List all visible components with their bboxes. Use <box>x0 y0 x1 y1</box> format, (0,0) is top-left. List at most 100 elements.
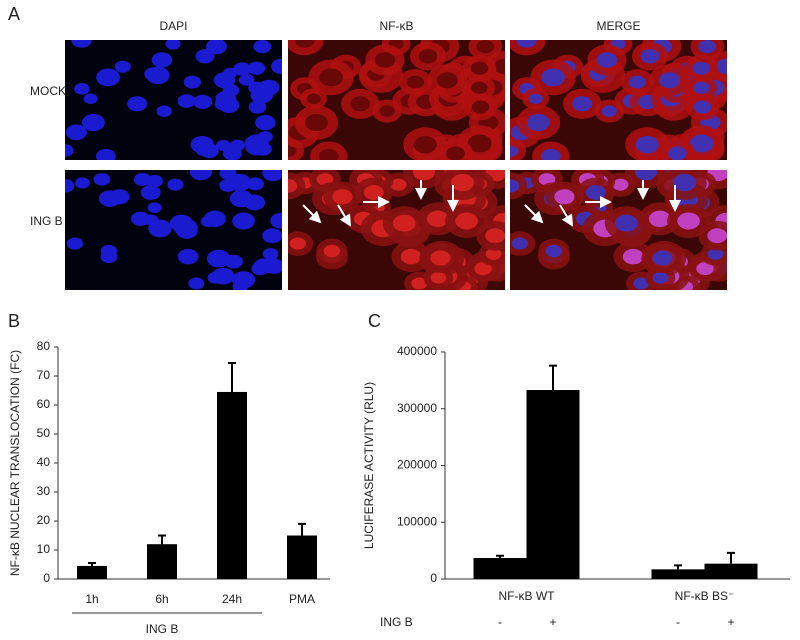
x-tick-label: PMA <box>289 592 315 606</box>
nucleus <box>262 170 282 182</box>
y-tick-label: 70 <box>37 368 51 382</box>
group-label: NF-κB BS⁻ <box>675 589 735 603</box>
nucleus <box>262 248 279 260</box>
nucleus <box>71 40 92 48</box>
nucleus <box>455 212 478 230</box>
nucleus <box>131 211 151 226</box>
y-axis-label: NF-κB NUCLEAR TRANSLOCATION (FC) <box>8 350 22 576</box>
nucleus <box>652 250 673 266</box>
nucleus <box>451 173 475 192</box>
column-label: NF-κB <box>380 19 414 33</box>
x-tick-label: + <box>549 615 556 629</box>
y-tick-label: 10 <box>37 542 51 556</box>
nucleus <box>545 244 563 258</box>
y-axis-label: LUCIFERASE ACTIVITY (RLU) <box>362 382 376 549</box>
nucleus <box>228 173 252 192</box>
y-tick-label: 400000 <box>397 344 437 358</box>
nucleus <box>319 148 339 160</box>
x-tick-label: + <box>727 615 734 629</box>
nucleus <box>229 190 253 208</box>
nucleus <box>332 189 353 205</box>
nucleus <box>528 93 543 104</box>
nucleus <box>206 40 227 55</box>
nucleus <box>151 52 173 68</box>
y-tick-label: 300000 <box>397 401 437 415</box>
nucleus <box>658 72 681 89</box>
nucleus <box>430 271 447 284</box>
nucleus <box>445 146 465 160</box>
nucleus <box>614 214 638 232</box>
nucleus <box>692 61 711 75</box>
nucleus <box>467 134 492 153</box>
y-tick-label: 80 <box>37 339 51 353</box>
y-tick-label: 100000 <box>397 514 437 528</box>
nucleus <box>652 271 669 284</box>
bar <box>704 563 758 579</box>
nucleus <box>238 74 255 86</box>
nucleus <box>622 248 644 265</box>
nucleus <box>596 52 618 68</box>
cells <box>510 170 727 290</box>
y-tick-label: 20 <box>37 513 51 527</box>
nucleus <box>572 96 593 112</box>
nucleus <box>323 244 341 258</box>
bar <box>217 391 247 579</box>
y-tick-label: 60 <box>37 397 51 411</box>
row-label: ING B <box>30 214 63 228</box>
micrograph <box>288 170 505 290</box>
nucleus <box>183 75 202 89</box>
nucleus <box>232 212 255 230</box>
nucleus <box>689 134 714 153</box>
nucleus <box>165 40 181 50</box>
row-label: ING B <box>380 615 413 629</box>
micrograph <box>65 40 282 160</box>
nucleus <box>585 185 606 200</box>
nucleus <box>707 248 724 260</box>
bar <box>77 565 107 579</box>
nucleus <box>251 262 269 276</box>
nucleus <box>133 172 152 187</box>
bar <box>526 390 580 579</box>
nucleus <box>262 228 282 244</box>
nucleus <box>601 105 617 117</box>
nucleus <box>74 177 90 189</box>
nucleus <box>693 81 710 94</box>
nucleus <box>400 248 422 265</box>
nucleus <box>65 144 74 157</box>
error-bar <box>674 564 682 570</box>
nucleus <box>156 105 172 117</box>
panel-letter: C <box>368 311 381 331</box>
nucleus <box>195 49 215 64</box>
x-tick-label: 1h <box>85 592 98 606</box>
error-bar <box>727 551 735 564</box>
nucleus <box>412 170 436 181</box>
group-label: NF-κB WT <box>499 589 556 603</box>
nucleus <box>511 237 528 250</box>
nucleus <box>406 75 425 89</box>
nucleus <box>379 105 395 117</box>
nucleus <box>222 146 242 160</box>
nucleus <box>306 93 321 104</box>
nucleus <box>167 178 184 191</box>
nucleus <box>100 244 118 258</box>
nucleus <box>83 93 98 104</box>
panel-letter: A <box>8 4 20 24</box>
arrow <box>302 204 322 224</box>
y-tick-label: 0 <box>430 571 437 585</box>
nucleus <box>144 67 162 81</box>
y-tick-label: 50 <box>37 426 51 440</box>
nucleus <box>640 49 660 64</box>
nucleus <box>244 134 269 153</box>
panel-letter: B <box>8 311 20 331</box>
cells <box>288 40 505 160</box>
nucleus <box>319 68 344 87</box>
nucleus <box>270 212 282 229</box>
nucleus <box>248 81 265 94</box>
nucleus <box>485 228 505 244</box>
nucleus <box>109 189 130 205</box>
nucleus <box>474 262 492 276</box>
nucleus <box>147 202 162 213</box>
nucleus <box>253 40 272 54</box>
nucleus <box>304 113 328 132</box>
